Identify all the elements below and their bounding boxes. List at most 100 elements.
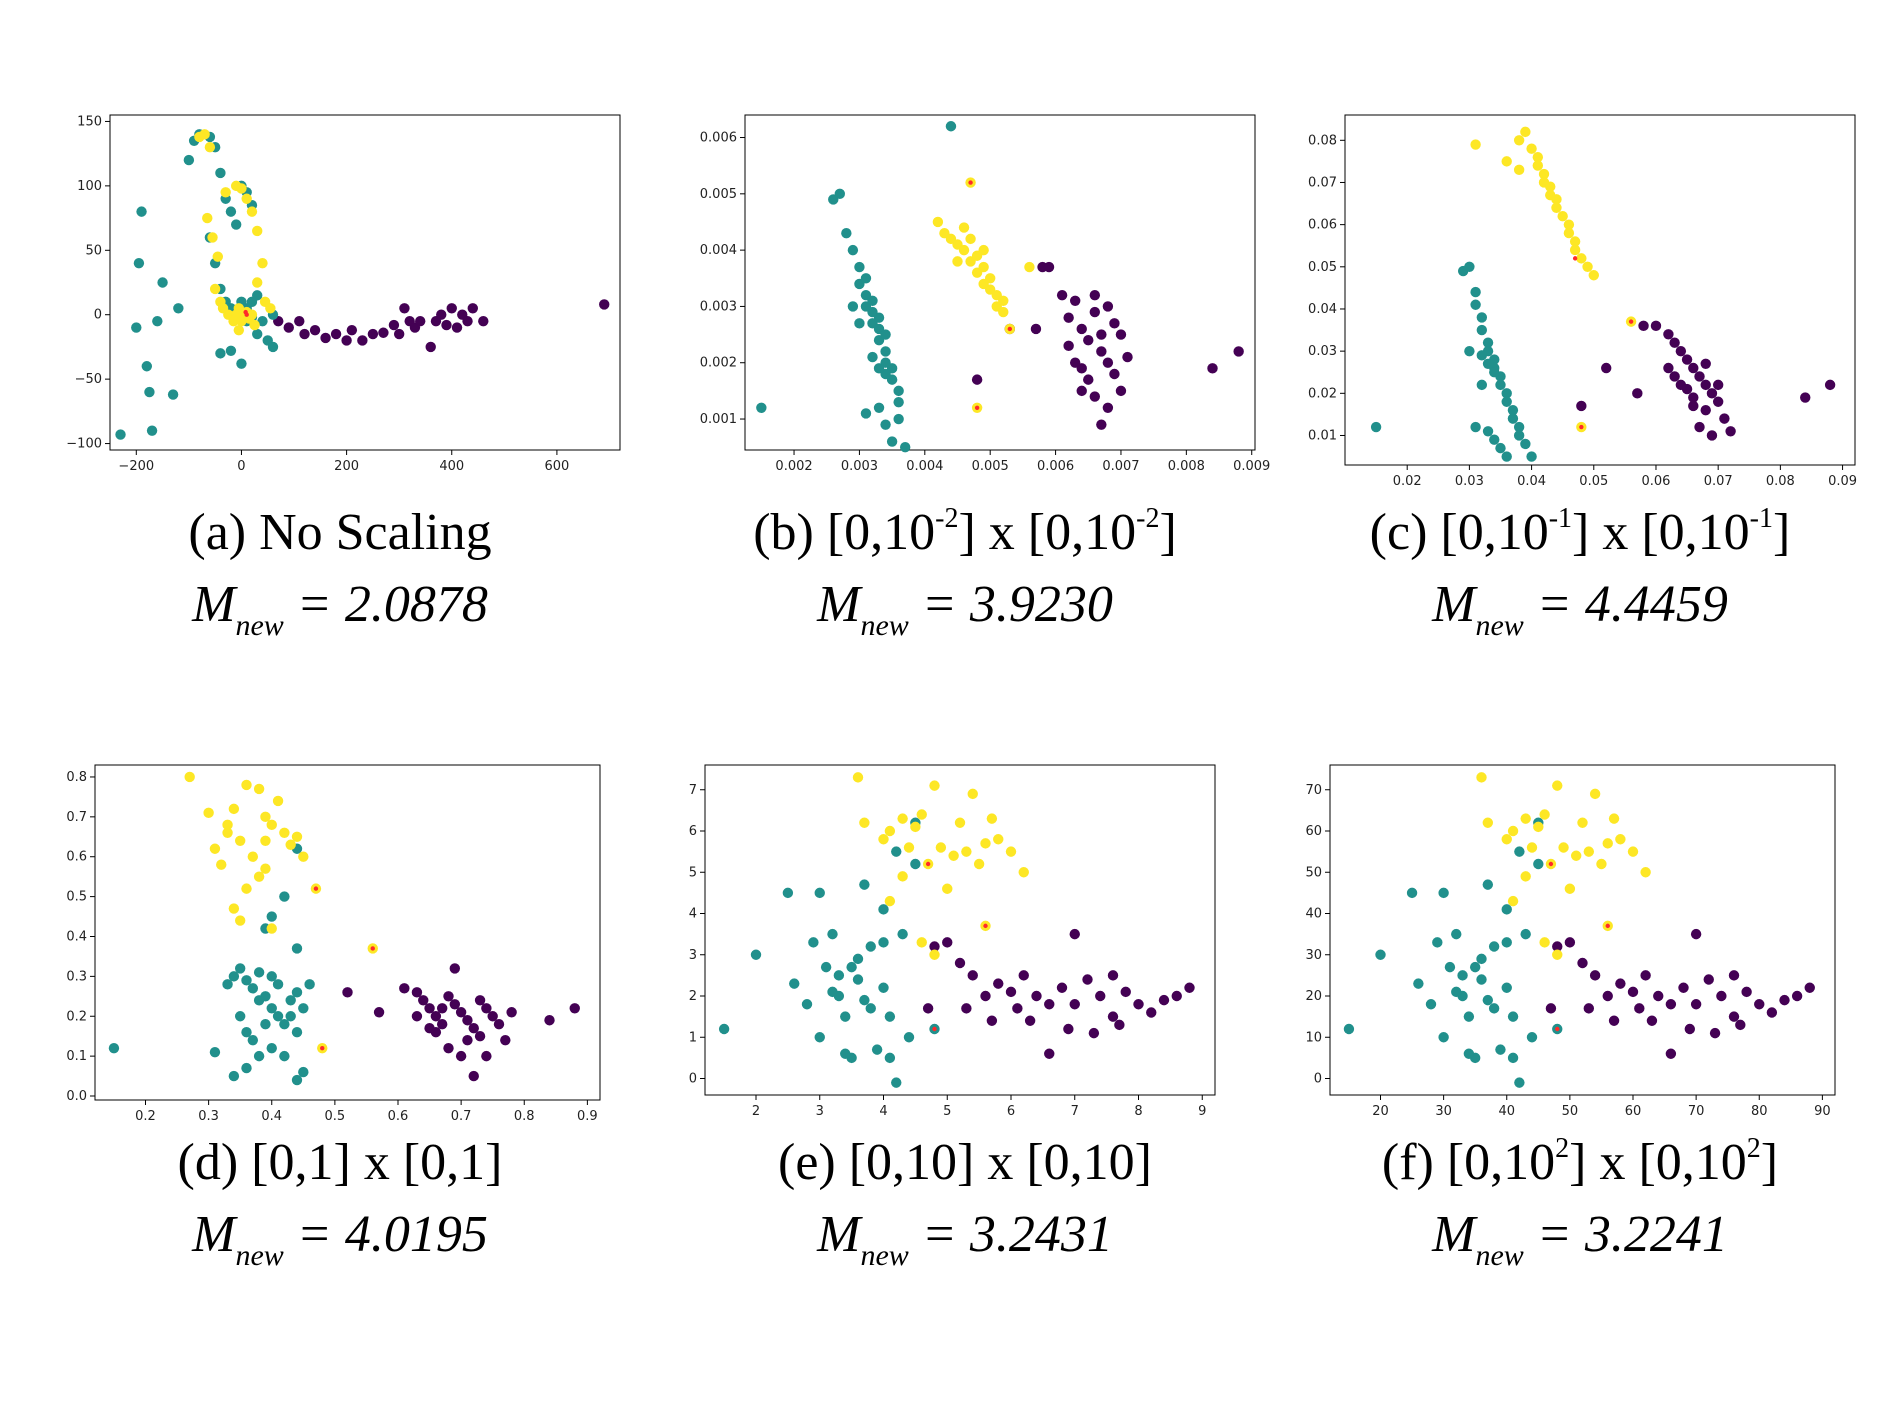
scatter-point-cluster0: [415, 315, 426, 327]
centroid-marker: [974, 405, 980, 410]
centroid-marker: [1548, 861, 1554, 867]
scatter-point-cluster0: [1171, 990, 1182, 1002]
scatter-point-cluster1: [814, 887, 825, 899]
scatter-point-cluster0: [393, 328, 405, 340]
caption-f-mid: ] x [0,10: [1569, 1134, 1747, 1191]
y-tick-label: 0.004: [700, 243, 737, 258]
scatter-point-cluster0: [1690, 928, 1702, 940]
scatter-point-cluster1: [1464, 345, 1475, 357]
scatter-point-cluster1: [867, 295, 878, 306]
scatter-point-cluster1: [880, 419, 891, 430]
x-tick-label: 0.03: [1455, 474, 1484, 489]
scatter-point-cluster1: [1520, 438, 1531, 450]
y-tick-label: 30: [1305, 948, 1322, 963]
scatter-point-cluster1: [1501, 396, 1512, 407]
scatter-point-cluster2: [1526, 842, 1538, 853]
scatter-point-cluster1: [865, 941, 876, 952]
scatter-point-cluster2: [1024, 261, 1035, 273]
scatter-point-cluster1: [1489, 434, 1500, 445]
scatter-point-cluster0: [1800, 392, 1811, 403]
scatter-point-cluster0: [309, 324, 321, 336]
caption-d-prefix: (d) [0,1] x [0,1]: [177, 1134, 503, 1191]
scatter-point-cluster2: [241, 883, 252, 894]
caption-b-suffix: ]: [1159, 504, 1177, 561]
scatter-point-cluster2: [878, 834, 889, 845]
scatter-point-cluster2: [204, 142, 216, 153]
scatter-point-cluster2: [984, 273, 996, 284]
scatter-point-cluster2: [184, 771, 195, 783]
scatter-point-cluster1: [266, 1003, 277, 1014]
y-tick-label: 0.8: [66, 770, 87, 785]
scatter-point-cluster0: [1005, 986, 1017, 998]
scatter-point-cluster2: [247, 851, 259, 862]
scatter-point-cluster0: [283, 322, 294, 333]
scatter-point-cluster0: [341, 335, 352, 346]
scatter-point-cluster1: [873, 312, 885, 323]
scatter-point-cluster2: [265, 303, 276, 314]
scatter-point-cluster0: [1669, 371, 1680, 382]
scatter-point-cluster0: [1056, 982, 1068, 993]
caption-e-prefix: (e) [0,10] x [0,10]: [778, 1134, 1152, 1191]
scatter-point-cluster0: [1069, 357, 1081, 368]
scatter-point-cluster1: [886, 436, 898, 447]
scatter-point-cluster0: [1577, 957, 1588, 969]
y-tick-label: 2: [689, 989, 697, 1004]
scatter-point-cluster2: [1563, 219, 1575, 230]
scatter-point-cluster0: [1012, 1003, 1023, 1014]
scatter-point-cluster0: [1089, 306, 1101, 318]
y-tick-label: 0: [1314, 1072, 1322, 1087]
scatter-point-cluster0: [1233, 346, 1244, 357]
scatter-point-cluster0: [1564, 937, 1576, 948]
y-tick-label: 0.04: [1308, 302, 1337, 317]
scatter-point-cluster0: [462, 1034, 473, 1046]
scatter-point-cluster1: [141, 361, 153, 372]
scatter-point-cluster1: [847, 244, 859, 256]
x-tick-label: 0.2: [135, 1109, 156, 1124]
scatter-point-cluster1: [1495, 379, 1506, 391]
scatter-point-cluster0: [449, 963, 461, 974]
scatter-point-cluster0: [1107, 1011, 1119, 1022]
scatter-point-cluster2: [246, 309, 258, 320]
scatter-point-cluster2: [1476, 772, 1487, 783]
scatter-point-cluster2: [884, 825, 896, 837]
plot-frame: [744, 114, 1256, 451]
scatter-point-cluster1: [209, 1046, 221, 1058]
scatter-point-cluster2: [222, 819, 233, 831]
scatter-point-cluster2: [952, 256, 963, 267]
scatter-point-cluster2: [998, 306, 1009, 318]
caption-f-metric: Mnew = 3.2241: [1290, 1205, 1870, 1271]
scatter-point-cluster1: [884, 1052, 896, 1064]
centroid-marker: [983, 923, 988, 929]
y-tick-label: 100: [77, 179, 102, 194]
scatter-point-cluster1: [750, 949, 762, 960]
scatter-point-cluster1: [1469, 961, 1481, 973]
scatter-point-cluster2: [1501, 156, 1512, 167]
scatter-point-cluster1: [298, 1003, 309, 1014]
scatter-point-cluster2: [967, 788, 978, 800]
x-tick-label: 30: [1435, 1104, 1452, 1119]
scatter-point-cluster0: [1589, 970, 1601, 981]
scatter-point-cluster1: [241, 975, 252, 986]
y-tick-label: 0: [94, 308, 102, 323]
caption-f-prefix: (f) [0,10: [1381, 1134, 1556, 1191]
x-tick-label: 0.09: [1828, 474, 1857, 489]
scatter-point-cluster1: [215, 167, 226, 179]
y-tick-label: 0.02: [1308, 386, 1337, 401]
plot-frame: [1329, 764, 1836, 1096]
scatter-point-cluster1: [253, 967, 265, 978]
scatter-point-cluster1: [291, 1074, 303, 1086]
y-tick-label: 20: [1305, 989, 1322, 1004]
scatter-point-cluster2: [260, 811, 271, 823]
scatter-point-cluster1: [1464, 261, 1475, 273]
scatter-point-cluster1: [279, 1019, 290, 1030]
scatter-point-cluster1: [1526, 1032, 1538, 1043]
scatter-point-cluster0: [1545, 1003, 1557, 1014]
caption-e-metric-symbol: M: [817, 1206, 861, 1263]
scatter-point-cluster0: [399, 303, 410, 314]
scatter-point-cluster2: [884, 895, 896, 907]
scatter-point-cluster0: [1601, 362, 1612, 374]
scatter-point-cluster1: [131, 322, 142, 333]
scatter-point-cluster0: [1044, 1048, 1055, 1059]
scatter-point-cluster0: [467, 303, 478, 314]
scatter-point-cluster2: [1520, 871, 1531, 882]
